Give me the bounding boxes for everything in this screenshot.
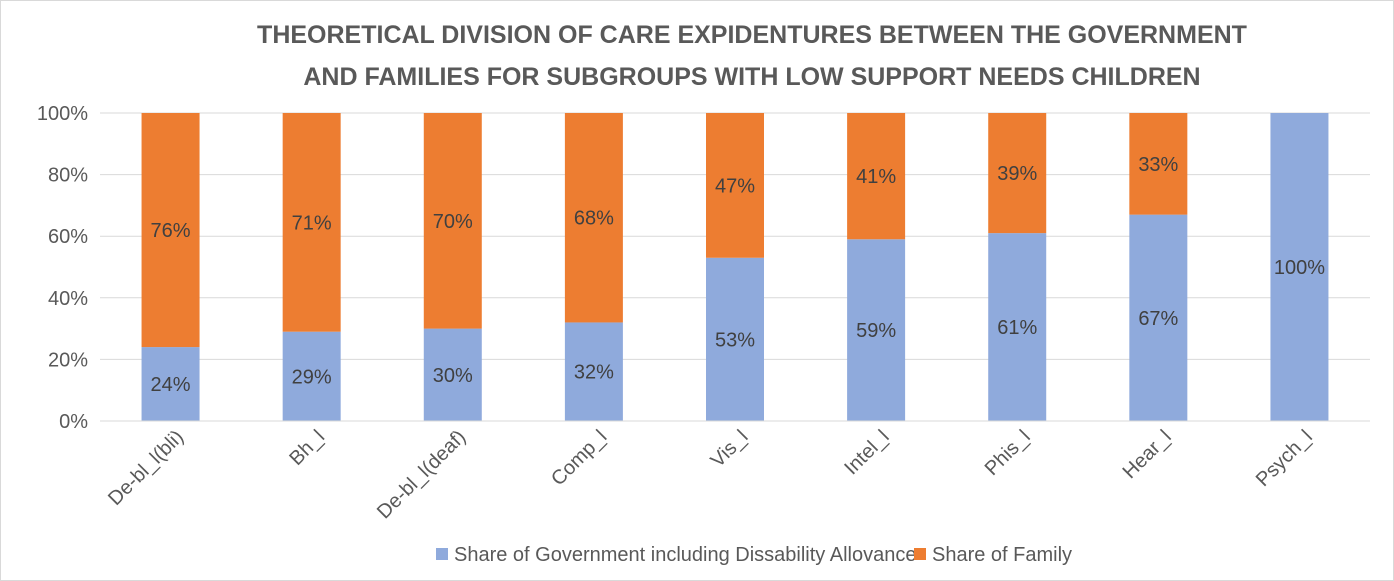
x-tick-label: Vis_l: [707, 426, 753, 472]
bar-segment: [1129, 214, 1188, 421]
bar-segment: [282, 113, 341, 332]
bar-segment: [988, 113, 1047, 234]
x-axis: De-bl_l(bli) Bh_l De-bl_l(deaf) Comp_l Vis_l…: [100, 420, 1370, 523]
bar-segment: [1270, 113, 1329, 421]
data-label: 76%: [151, 220, 191, 242]
data-label: 24%: [151, 374, 191, 396]
y-tick-label: 80%: [48, 165, 88, 187]
legend-label: Share of Government including Dissabilit…: [454, 544, 916, 566]
data-labels: 24% 76% 29% 71% 30% 70% 32% 68% 53% 47% 59% 41% 61% 3…: [151, 154, 1326, 396]
x-tick-label: Phis_l: [981, 426, 1035, 480]
bars: [141, 113, 1329, 421]
data-label: 100%: [1274, 257, 1325, 279]
y-tick-label: 40%: [48, 288, 88, 310]
bar-segment: [706, 257, 764, 421]
data-label: 39%: [997, 163, 1037, 185]
bar-segment: [141, 113, 200, 348]
x-tick-label: Intel_l: [840, 426, 893, 479]
chart-title-line-1: THEORETICAL DIVISION OF CARE EXPIDENTURE…: [257, 21, 1247, 49]
legend-swatch: [914, 548, 926, 560]
data-label: 70%: [433, 211, 473, 233]
data-label: 67%: [1138, 308, 1178, 330]
chart-title-line-2: AND FAMILIES FOR SUBGROUPS WITH LOW SUPP…: [303, 63, 1200, 91]
data-label: 32%: [574, 362, 614, 384]
bar-segment: [564, 113, 623, 323]
chart-title: THEORETICAL DIVISION OF CARE EXPIDENTURE…: [257, 21, 1247, 91]
data-label: 53%: [715, 329, 755, 351]
bar-segment: [706, 113, 764, 258]
data-label: 59%: [856, 320, 896, 342]
bar-segment: [988, 233, 1047, 421]
x-tick-label: Comp_l: [547, 426, 611, 490]
legend-swatch: [436, 548, 448, 560]
data-label: 47%: [715, 175, 755, 197]
data-label: 33%: [1138, 154, 1178, 176]
data-label: 30%: [433, 365, 473, 387]
bar-segment: [564, 322, 623, 421]
y-tick-label: 20%: [48, 349, 88, 371]
x-tick-label: Hear_l: [1119, 426, 1176, 483]
bar-segment: [423, 113, 482, 329]
y-axis: 0% 20% 40% 60% 80% 100%: [37, 103, 88, 433]
bar-segment: [1129, 113, 1188, 215]
data-label: 29%: [292, 366, 332, 388]
bar-segment: [423, 328, 482, 421]
data-label: 68%: [574, 208, 614, 230]
data-label: 61%: [997, 317, 1037, 339]
y-tick-label: 0%: [59, 411, 88, 433]
x-tick-label: De-bl_l(deaf): [373, 426, 470, 523]
y-tick-label: 100%: [37, 103, 88, 125]
y-tick-label: 60%: [48, 226, 88, 248]
bar-segment: [282, 331, 341, 421]
data-label: 71%: [292, 212, 332, 234]
bar-segment: [847, 239, 906, 421]
data-label: 41%: [856, 166, 896, 188]
legend: Share of Government including Dissabilit…: [436, 544, 1072, 566]
x-tick-label: Psych_l: [1252, 426, 1317, 491]
bar-segment: [847, 113, 906, 240]
legend-label: Share of Family: [932, 544, 1072, 566]
bar-segment: [141, 347, 200, 421]
x-tick-label: Bh_l: [285, 426, 329, 470]
x-tick-label: De-bl_l(bli): [104, 426, 188, 510]
